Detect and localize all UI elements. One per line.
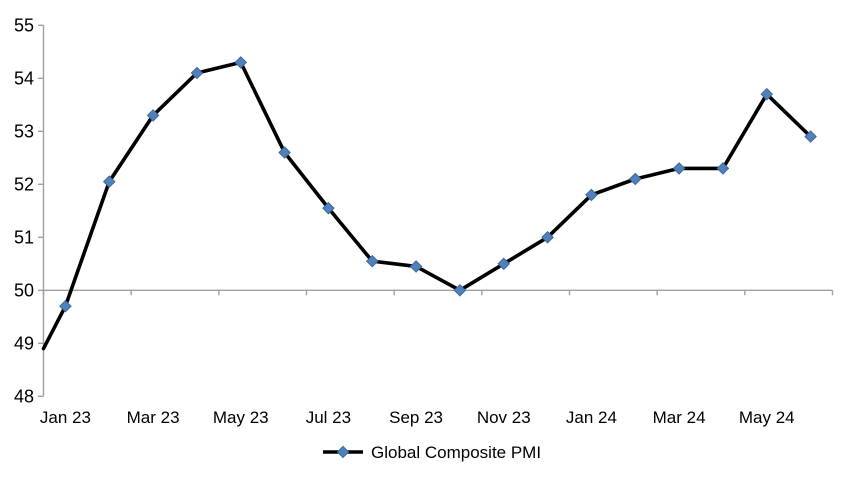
data-point-marker [409, 260, 423, 273]
x-axis-label: Sep 23 [389, 408, 443, 427]
x-axis-label: Jul 23 [306, 408, 351, 427]
data-point-marker [497, 257, 511, 271]
data-point-marker [234, 56, 248, 69]
data-point-marker [278, 146, 291, 159]
x-axis: Jan 23 Mar 23 May 23 Jul 23 Sep 23 Nov 23 Jan … [40, 289, 834, 427]
x-axis-label: Mar 24 [653, 408, 706, 427]
x-axis-label: Mar 23 [127, 408, 180, 427]
data-point-marker [628, 172, 642, 186]
data-point-marker [541, 230, 554, 244]
pmi-line [41, 60, 813, 351]
data-point-marker [322, 201, 335, 215]
data-point-marker [716, 162, 730, 175]
data-point-marker [102, 175, 116, 188]
data-point-marker [804, 130, 817, 143]
y-axis-label: 52 [14, 175, 34, 195]
x-axis-label: Nov 23 [477, 408, 531, 427]
data-point-marker [760, 87, 774, 101]
y-axis-label: 54 [14, 69, 34, 89]
series-global-composite-pmi [41, 56, 817, 351]
y-axis-label: 53 [14, 122, 34, 142]
x-axis-label: Jan 23 [40, 408, 91, 427]
data-point-marker [365, 254, 379, 268]
legend: Global Composite PMI [323, 443, 541, 462]
legend-marker-diamond-icon [336, 445, 350, 459]
x-axis-label: May 24 [739, 408, 795, 427]
x-axis-label: May 23 [213, 408, 269, 427]
y-axis-label: 48 [14, 387, 34, 407]
y-axis: 48 49 50 51 52 53 54 55 [14, 16, 45, 407]
y-axis-label: 55 [14, 16, 34, 36]
legend-label: Global Composite PMI [371, 443, 541, 462]
data-point-marker [146, 109, 160, 122]
x-axis-label: Jan 24 [566, 408, 617, 427]
y-axis-label: 51 [14, 228, 34, 248]
data-point-marker [453, 283, 467, 297]
data-point-marker [672, 162, 686, 175]
data-point-marker [59, 299, 72, 313]
data-point-marker [585, 188, 598, 202]
data-point-marker [190, 66, 204, 80]
y-axis-label: 50 [14, 281, 34, 301]
y-axis-label: 49 [14, 334, 34, 354]
